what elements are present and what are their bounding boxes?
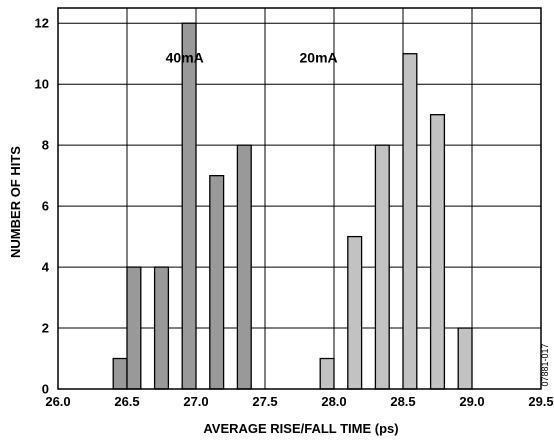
x-tick-label: 27.5 — [252, 394, 277, 409]
y-axis-title: NUMBER OF HITS — [8, 146, 23, 258]
x-tick-label: 29.5 — [528, 394, 553, 409]
x-tick-label: 28.5 — [390, 394, 415, 409]
bar-40ma — [209, 174, 225, 390]
bar-40ma — [126, 266, 142, 390]
y-tick-label: 8 — [42, 138, 49, 153]
x-axis-title: AVERAGE RISE/FALL TIME (ps) — [203, 421, 398, 436]
y-tick-label: 0 — [42, 382, 49, 397]
bar-20ma — [402, 53, 418, 390]
series-labels: 40mA 20mA — [166, 50, 338, 66]
bar-20ma — [319, 357, 335, 390]
x-tick-label: 29.0 — [459, 394, 484, 409]
series-label-20ma: 20mA — [300, 50, 338, 66]
bar-20ma — [457, 327, 473, 390]
figure-id: 07881-017 — [540, 343, 550, 386]
bar-40ma — [181, 22, 197, 390]
y-tick-labels: 0 2 4 6 8 10 12 — [35, 16, 50, 397]
y-tick-label: 2 — [42, 321, 49, 336]
y-tick-label: 6 — [42, 199, 49, 214]
bar-40ma — [236, 144, 252, 390]
bar-40ma — [153, 266, 170, 390]
x-tick-label: 26.5 — [114, 394, 139, 409]
x-tick-label: 28.0 — [321, 394, 346, 409]
bar-20ma — [347, 235, 363, 390]
x-tick-labels: 26.0 26.5 27.0 27.5 28.0 28.5 29.0 29.5 — [45, 394, 553, 409]
x-tick-label: 26.0 — [45, 394, 70, 409]
y-tick-label: 4 — [42, 260, 50, 275]
bar-20ma — [429, 114, 446, 390]
y-tick-label: 12 — [35, 16, 49, 31]
series-label-40ma: 40mA — [166, 50, 204, 66]
plot-frame — [57, 7, 542, 390]
x-tick-label: 27.0 — [183, 394, 208, 409]
bar-20ma — [374, 144, 390, 390]
bar-40ma — [112, 357, 128, 390]
y-tick-label: 10 — [35, 77, 49, 92]
